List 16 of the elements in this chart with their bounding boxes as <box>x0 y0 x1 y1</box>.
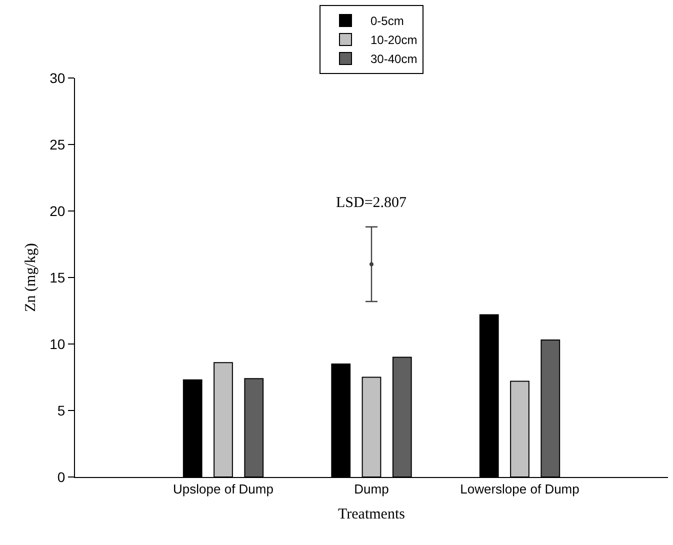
y-tick-label: 10 <box>50 336 66 352</box>
x-tick-label: Dump <box>354 482 389 497</box>
y-tick-label: 25 <box>50 136 66 152</box>
y-tick-label: 5 <box>57 402 66 418</box>
y-tick-label: 30 <box>50 70 66 86</box>
y-tick-label: 15 <box>50 269 66 286</box>
y-tick-label: 20 <box>50 202 66 219</box>
legend-label: 10-20cm <box>370 33 418 48</box>
annotation: LSD=2.807 <box>336 195 408 211</box>
x-tick-label: Upslope of Dump <box>173 482 274 497</box>
legend-label: 30-40cm <box>370 52 418 66</box>
x-axis-title: Treatments <box>338 506 406 523</box>
y-tick-label: 0 <box>57 468 66 485</box>
legend-label: 0-5cm <box>370 14 404 28</box>
x-tick-label: Lowerslope of Dump <box>460 482 580 497</box>
y-axis-title: Zn (mg/kg) <box>23 243 39 312</box>
